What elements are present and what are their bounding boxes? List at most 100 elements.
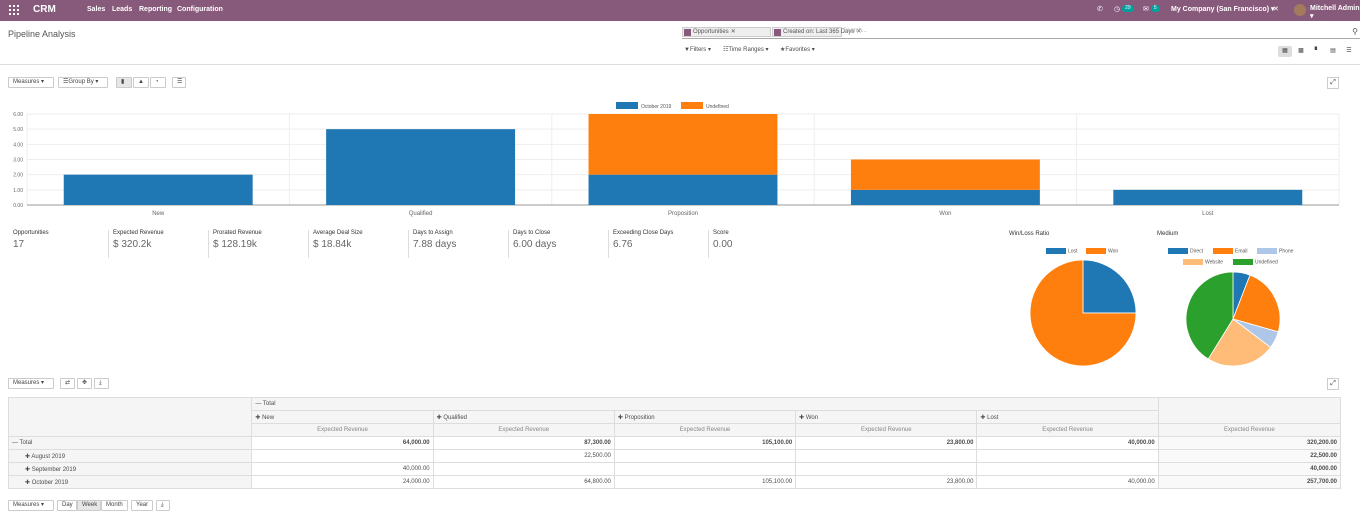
pivot-cell[interactable]: 105,100.00 <box>613 436 797 450</box>
pivot-cell[interactable]: 40,000.00 <box>1157 462 1342 476</box>
pivot-cell[interactable]: 320,200.00 <box>1157 436 1342 450</box>
graph-view-icon[interactable]: ▘ <box>1314 48 1320 54</box>
pivot-cell[interactable] <box>795 462 978 476</box>
kpi-card[interactable]: Opportunities 17 <box>13 230 113 250</box>
apps-menu-icon[interactable] <box>9 5 19 15</box>
favorites-dropdown[interactable]: ★Favorites ▾ <box>780 47 815 53</box>
pie-slice[interactable] <box>1082 259 1137 314</box>
pivot-cell[interactable]: 40,000.00 <box>976 475 1159 489</box>
facet-remove-icon[interactable]: ✕ <box>856 29 862 35</box>
kpi-card[interactable]: Days to Assign 7.88 days <box>413 230 513 250</box>
pivot-cell[interactable]: 23,800.00 <box>795 436 978 450</box>
flip-axis-button[interactable]: ⇄ <box>60 378 75 389</box>
kpi-card[interactable]: Score 0.00 <box>713 230 813 250</box>
search-input[interactable]: Search... <box>843 28 868 34</box>
pivot-cell[interactable] <box>795 449 978 463</box>
pie-legend-item[interactable]: Phone <box>1257 248 1293 254</box>
pie-legend-item[interactable]: Email <box>1213 248 1248 254</box>
pivot-cell[interactable]: 24,000.00 <box>251 475 434 489</box>
graph-measures-button[interactable]: Measures ▾ <box>8 77 54 88</box>
app-brand[interactable]: CRM <box>33 4 56 15</box>
expand-pivot-icon[interactable]: ⤢ <box>1327 378 1339 390</box>
bottom-download-button[interactable]: ⤓ <box>156 500 170 511</box>
pie-slice[interactable] <box>1029 259 1137 367</box>
interval-week-button[interactable]: Week <box>77 500 101 511</box>
pie-slice[interactable] <box>1185 271 1234 360</box>
pivot-cell[interactable]: 105,100.00 <box>613 475 797 489</box>
time-ranges-dropdown[interactable]: ☷Time Ranges ▾ <box>723 47 769 53</box>
pivot-cell[interactable]: 64,800.00 <box>432 475 615 489</box>
pivot-cell[interactable]: 23,800.00 <box>795 475 978 489</box>
pie-legend-item[interactable]: Website <box>1183 259 1223 265</box>
bar[interactable] <box>1113 189 1303 205</box>
pivot-view-icon[interactable]: ▤ <box>1330 48 1336 54</box>
bar[interactable] <box>850 189 1040 205</box>
kpi-card[interactable]: Expected Revenue $ 320.2k <box>113 230 213 250</box>
pivot-cell[interactable] <box>432 462 615 476</box>
menu-sales[interactable]: Sales <box>87 6 106 13</box>
facet-remove-icon[interactable]: ✕ <box>730 29 736 35</box>
bottom-measures-button[interactable]: Measures ▾ <box>8 500 54 511</box>
search-icon[interactable]: ⚲ <box>1352 27 1358 36</box>
user-avatar[interactable] <box>1294 4 1306 16</box>
kanban-view-icon[interactable]: ▩ <box>1298 48 1304 54</box>
pie-slice[interactable] <box>1232 274 1281 333</box>
messages-icon[interactable]: ✉ 5 <box>1143 5 1160 13</box>
user-menu[interactable]: Mitchell Admin ▾ <box>1310 5 1360 20</box>
pivot-col-qualified[interactable]: ✚ Qualified <box>432 410 615 424</box>
pivot-col-won[interactable]: ✚ Won <box>795 410 978 424</box>
download-button[interactable]: ⤓ <box>94 378 109 389</box>
pie-legend-item[interactable]: Undefined <box>1233 259 1278 265</box>
legend-swatch[interactable] <box>681 102 703 109</box>
list-view-icon[interactable]: ☰ <box>1346 48 1352 54</box>
expand-all-button[interactable]: ✥ <box>77 378 92 389</box>
pie-legend-item[interactable]: Direct <box>1168 248 1203 254</box>
pivot-row-header[interactable]: — Total <box>7 436 253 450</box>
pivot-col-proposition[interactable]: ✚ Proposition <box>613 410 797 424</box>
pivot-cell[interactable] <box>613 449 797 463</box>
activity-icon[interactable]: ◷ 29 <box>1114 5 1134 13</box>
bar[interactable] <box>63 174 253 205</box>
pivot-row-header[interactable]: ✚ August 2019 <box>7 449 253 463</box>
kpi-card[interactable]: Exceeding Close Days 6.76 <box>613 230 713 250</box>
pivot-row-header[interactable]: ✚ October 2019 <box>7 475 253 489</box>
bar[interactable] <box>850 159 1040 190</box>
legend-swatch[interactable] <box>616 102 638 109</box>
pivot-col-new[interactable]: ✚ New <box>251 410 434 424</box>
pivot-total-header[interactable]: — Total <box>251 397 1159 411</box>
menu-configuration[interactable]: Configuration <box>177 6 223 13</box>
phone-icon[interactable]: ✆ <box>1097 6 1103 13</box>
kpi-card[interactable]: Prorated Revenue $ 128.19k <box>213 230 313 250</box>
expand-graph-icon[interactable]: ⤢ <box>1327 77 1339 89</box>
bar[interactable] <box>588 114 778 175</box>
pivot-cell[interactable]: 40,000.00 <box>251 462 434 476</box>
pivot-cell[interactable] <box>976 449 1159 463</box>
dashboard-view-icon[interactable]: ▦ <box>1278 46 1292 57</box>
pie-slice[interactable] <box>1207 318 1272 367</box>
kpi-card[interactable]: Days to Close 6.00 days <box>513 230 613 250</box>
interval-day-button[interactable]: Day <box>57 500 77 511</box>
pivot-cell[interactable]: 64,000.00 <box>251 436 434 450</box>
bar[interactable] <box>588 174 778 205</box>
pivot-cell[interactable] <box>613 462 797 476</box>
pie-legend-item[interactable]: Won <box>1086 248 1118 254</box>
group-by-button[interactable]: ☰Group By ▾ <box>58 77 108 88</box>
pivot-cell[interactable] <box>251 449 434 463</box>
kpi-card[interactable]: Average Deal Size $ 18.84k <box>313 230 413 250</box>
menu-leads[interactable]: Leads <box>112 6 133 13</box>
filters-dropdown[interactable]: ▼Filters ▾ <box>684 47 711 53</box>
line-chart-button[interactable]: ▲ <box>133 77 149 88</box>
pivot-row-header[interactable]: ✚ September 2019 <box>7 462 253 476</box>
pivot-cell[interactable]: 22,500.00 <box>432 449 615 463</box>
bar-chart-button[interactable]: ▮ <box>116 77 132 88</box>
pivot-measures-button[interactable]: Measures ▾ <box>8 378 54 389</box>
interval-month-button[interactable]: Month <box>101 500 128 511</box>
search-bar[interactable]: Opportunities ✕ Created on: Last 365 Days… <box>682 26 1360 39</box>
pivot-cell[interactable] <box>976 462 1159 476</box>
pivot-cell[interactable]: 40,000.00 <box>976 436 1159 450</box>
pivot-cell[interactable]: 257,700.00 <box>1157 475 1342 489</box>
company-switcher[interactable]: My Company (San Francisco) ▾ <box>1171 6 1275 13</box>
pivot-col-lost[interactable]: ✚ Lost <box>976 410 1159 424</box>
bar[interactable] <box>326 129 516 205</box>
interval-year-button[interactable]: Year <box>131 500 153 511</box>
